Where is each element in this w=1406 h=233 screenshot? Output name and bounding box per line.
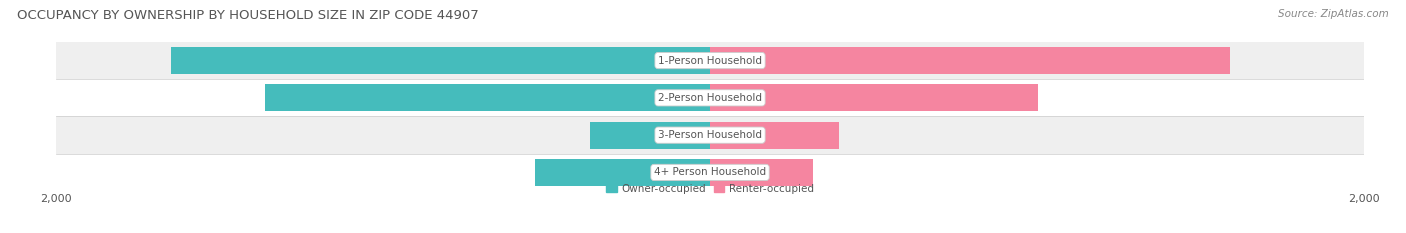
- Bar: [172, 47, 710, 74]
- Text: 1,649: 1,649: [668, 56, 700, 65]
- Bar: [591, 122, 710, 149]
- Bar: [710, 47, 1230, 74]
- Text: 1-Person Household: 1-Person Household: [658, 56, 762, 65]
- Bar: [710, 122, 839, 149]
- Bar: [56, 116, 1364, 154]
- Text: 366: 366: [679, 130, 700, 140]
- Text: 395: 395: [720, 130, 741, 140]
- Text: 3-Person Household: 3-Person Household: [658, 130, 762, 140]
- Bar: [710, 84, 1038, 111]
- Text: 2-Person Household: 2-Person Household: [658, 93, 762, 103]
- Bar: [536, 159, 710, 186]
- Bar: [710, 159, 813, 186]
- Text: OCCUPANCY BY OWNERSHIP BY HOUSEHOLD SIZE IN ZIP CODE 44907: OCCUPANCY BY OWNERSHIP BY HOUSEHOLD SIZE…: [17, 9, 478, 22]
- Text: 315: 315: [720, 168, 741, 177]
- Bar: [266, 84, 710, 111]
- Text: 4+ Person Household: 4+ Person Household: [654, 168, 766, 177]
- Text: 535: 535: [679, 168, 700, 177]
- Text: 1,003: 1,003: [720, 93, 752, 103]
- Text: Source: ZipAtlas.com: Source: ZipAtlas.com: [1278, 9, 1389, 19]
- Text: 1,360: 1,360: [668, 93, 700, 103]
- Bar: [56, 154, 1364, 191]
- Text: 1,592: 1,592: [720, 56, 752, 65]
- Legend: Owner-occupied, Renter-occupied: Owner-occupied, Renter-occupied: [602, 179, 818, 198]
- Bar: [56, 79, 1364, 116]
- Bar: [56, 42, 1364, 79]
